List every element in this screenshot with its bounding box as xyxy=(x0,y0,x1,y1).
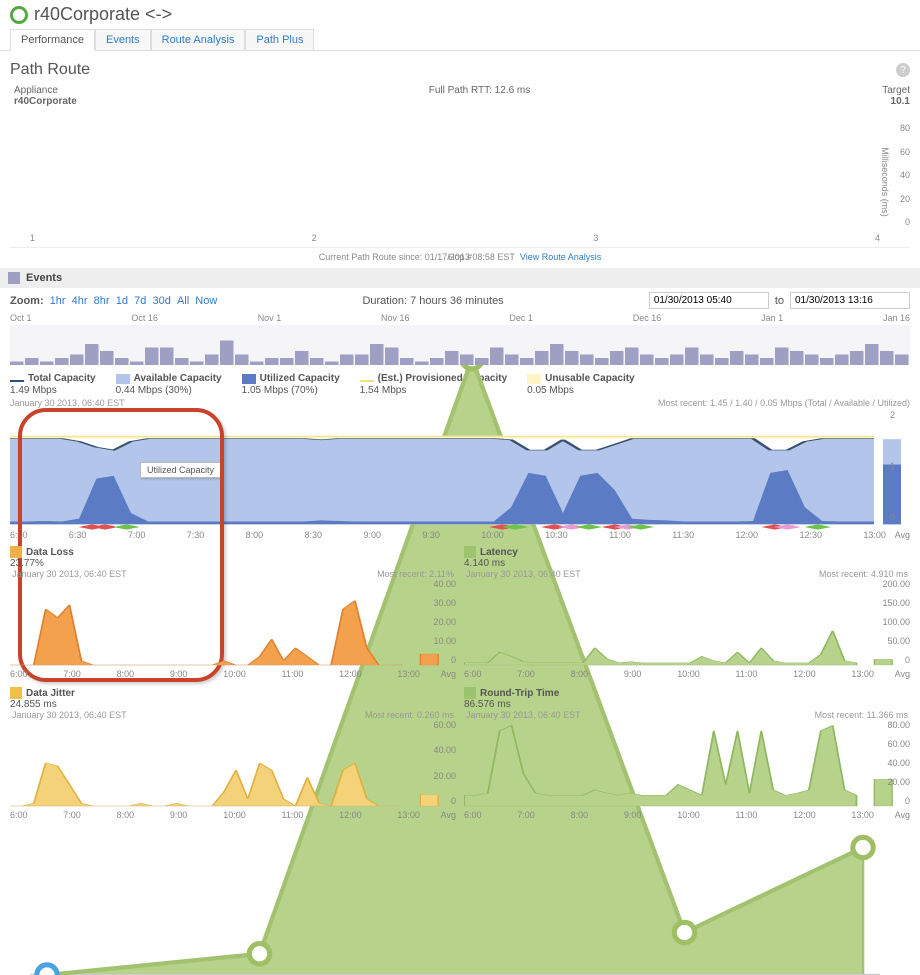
chart-data-loss: Data Loss23.77%January 30 2013, 06:40 ES… xyxy=(10,546,456,679)
status-icon xyxy=(10,6,28,24)
page-title: r40Corporate <-> xyxy=(34,4,172,25)
path-route-title: Path Route xyxy=(10,61,90,79)
events-swatch xyxy=(8,272,20,284)
y-axis-label: Milliseconds (ms) xyxy=(880,147,890,217)
chart-data-jitter: Data Jitter24.855 msJanuary 30 2013, 06:… xyxy=(10,687,456,820)
tooltip: Utilized Capacity xyxy=(140,462,221,478)
tab-route-analysis[interactable]: Route Analysis xyxy=(151,29,246,50)
help-icon[interactable]: ? xyxy=(896,63,910,77)
chart-rtt: Round-Trip Time86.576 msJanuary 30 2013,… xyxy=(464,687,910,820)
chart-latency: Latency4.140 msJanuary 30 2013, 06:40 ES… xyxy=(464,546,910,679)
target-label: Target xyxy=(882,85,910,96)
tab-events[interactable]: Events xyxy=(95,29,151,50)
avg-label: Avg xyxy=(895,530,910,540)
appliance-value: r40Corporate xyxy=(14,96,77,107)
tabs: PerformanceEventsRoute AnalysisPath Plus xyxy=(10,29,910,50)
tab-path-plus[interactable]: Path Plus xyxy=(245,29,314,50)
appliance-label: Appliance xyxy=(14,85,77,96)
path-route-section: Path Route ? Appliance r40Corporate Full… xyxy=(0,51,920,268)
header: r40Corporate <-> PerformanceEventsRoute … xyxy=(0,0,920,51)
full-path-rtt: Full Path RTT: 12.6 ms xyxy=(77,85,882,107)
events-timeline[interactable] xyxy=(10,325,910,365)
capacity-chart: 210 6:006:307:007:308:008:309:009:3010:0… xyxy=(10,410,910,540)
target-value: 10.1 xyxy=(891,96,910,107)
tab-performance[interactable]: Performance xyxy=(10,29,95,51)
